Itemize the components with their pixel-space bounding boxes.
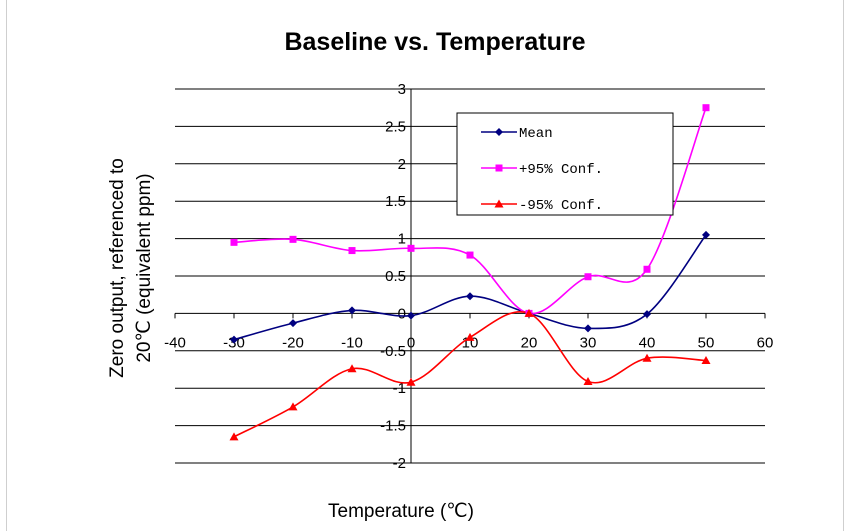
series-2-point: [584, 273, 592, 281]
series-markers: [229, 104, 711, 441]
y-tick-label: 1: [398, 231, 406, 248]
series-1-point: [643, 310, 651, 319]
series-3-point: [406, 377, 416, 386]
x-tick-label: 10: [462, 334, 479, 351]
legend-marker-3: [494, 199, 504, 208]
series-3-point: [701, 356, 711, 365]
series-1-point: [348, 306, 356, 315]
series-2-point: [407, 244, 415, 252]
series-2-point: [348, 247, 356, 255]
series-2-point: [466, 251, 474, 259]
y-tick-label: 2.5: [385, 118, 406, 135]
series-2-point: [230, 238, 238, 246]
series-3-point: [465, 332, 475, 341]
legend: Mean +95% Conf. -95% Conf.: [456, 112, 674, 216]
y-axis-label: Zero output, referenced to 20℃ (equivale…: [107, 158, 155, 378]
chart-title: Baseline vs. Temperature: [284, 28, 585, 56]
series-1-point: [584, 324, 592, 333]
series-3-point: [642, 353, 652, 362]
x-tick-label: 50: [698, 334, 715, 351]
series-1-point: [407, 311, 415, 320]
series-1-point: [702, 230, 710, 239]
x-tick-label: 60: [757, 334, 774, 351]
series-line-1: [233, 234, 707, 341]
legend-marker-1: [495, 128, 503, 136]
series-3-point: [524, 308, 534, 317]
x-tick-label: 20: [521, 334, 538, 351]
y-tick-label: 3: [398, 81, 406, 98]
y-axis-label-line-2: 20℃ (equivalent ppm): [134, 173, 155, 362]
y-tick-label: -0.5: [380, 343, 406, 360]
y-tick-label: -2: [393, 455, 406, 472]
x-tick-label: -40: [164, 334, 186, 351]
legend-label: Mean: [519, 126, 553, 142]
series-3-point: [347, 364, 357, 373]
y-tick-label: -1: [393, 380, 406, 397]
series-1-point: [230, 335, 238, 344]
series-2-point: [702, 104, 710, 112]
x-tick-label: 40: [639, 334, 656, 351]
series-1-point: [289, 319, 297, 328]
legend-box: [456, 112, 674, 216]
y-axis-label-line-1: Zero output, referenced to: [107, 158, 128, 378]
series-2-point: [643, 265, 651, 273]
line-chart: Baseline vs. Temperature -40-30-20-10010…: [107, 28, 773, 522]
x-tick-label: 0: [407, 334, 415, 351]
chart-frame: Baseline vs. Temperature -40-30-20-10010…: [6, 0, 844, 531]
x-tick-label: -20: [282, 334, 304, 351]
y-tick-label: -1.5: [380, 418, 406, 435]
legend-label: +95% Conf.: [519, 162, 603, 178]
series-1-point: [466, 292, 474, 301]
y-tick-label: 0.5: [385, 268, 406, 285]
series-3-point: [229, 432, 239, 441]
series-2-point: [289, 235, 297, 243]
series-line-3: [233, 311, 707, 438]
legend-label: -95% Conf.: [519, 198, 603, 214]
y-tick-labels: -2 -1.5 -1 -0.5 0 0.5 1 1.5 2 2.5 3: [380, 81, 406, 472]
y-tick-label: 2: [398, 156, 406, 173]
x-tick-label: -10: [341, 334, 363, 351]
x-axis-label: Temperature (℃): [328, 501, 474, 522]
series-3-point: [583, 376, 593, 385]
axes: [174, 89, 766, 463]
legend-marker-2: [495, 164, 503, 172]
series-3-point: [288, 402, 298, 411]
y-tick-label: 1.5: [385, 193, 406, 210]
y-tick-label: 0: [398, 305, 406, 322]
x-tick-label: 30: [580, 334, 597, 351]
